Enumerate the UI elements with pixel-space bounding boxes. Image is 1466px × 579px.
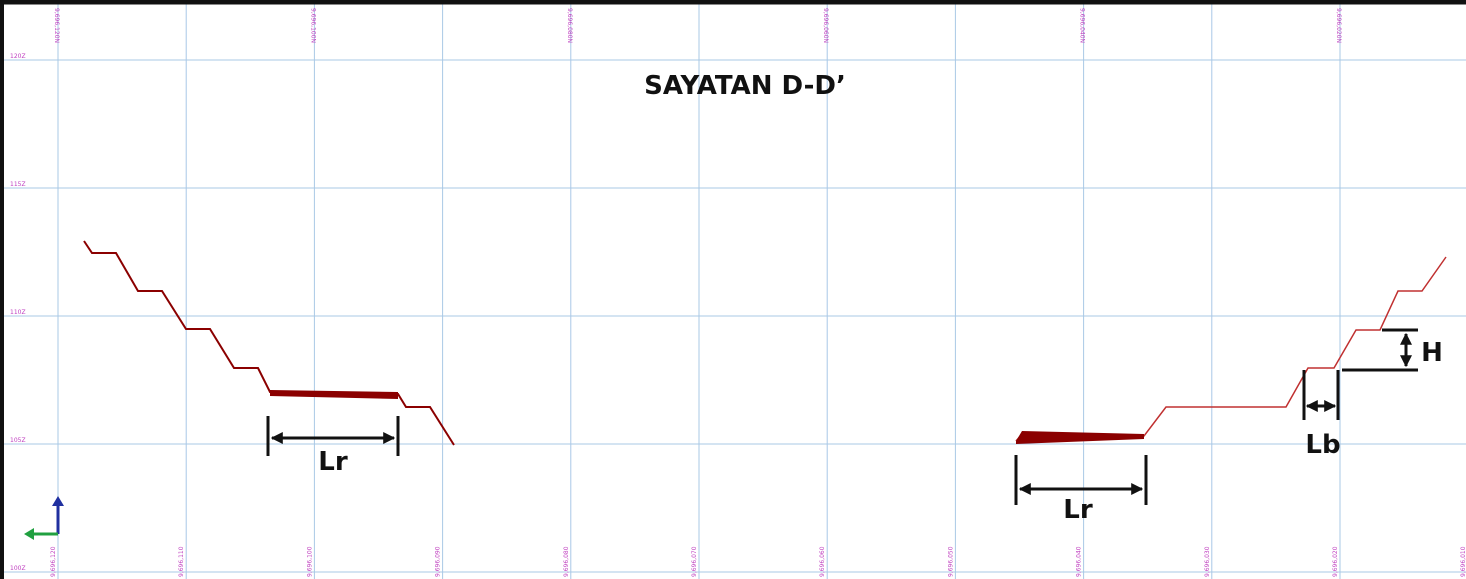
bottom-label: 9,696,060 [819, 546, 826, 577]
bottom-label: 9,696,110 [178, 546, 185, 577]
axis-gizmo [24, 496, 64, 540]
title: SAYATAN D-D’ [644, 71, 846, 101]
top-label: 9,696,100N [309, 8, 316, 43]
top-label: 9,696,080N [566, 8, 573, 43]
bottom-label: 9,696,100 [306, 546, 313, 577]
top-label: 9,696,060N [822, 8, 829, 43]
dimension-lr-left: Lr [266, 416, 400, 477]
left-label: 100Z [10, 565, 26, 572]
left-label: 115Z [10, 181, 26, 188]
grid [4, 4, 1466, 579]
axis-labels: 9,696,120N 9,696,100N 9,696,080N 9,696,060N… [10, 8, 1466, 577]
profile-left [83, 240, 455, 446]
left-label: 110Z [10, 309, 26, 316]
dim-label: Lr [318, 447, 348, 477]
bottom-label: 9,696,070 [691, 546, 698, 577]
dimension-h: H [1342, 328, 1443, 372]
bottom-label: 9,696,030 [1204, 546, 1211, 577]
bottom-label: 9,696,040 [1076, 546, 1083, 577]
dim-label: Lr [1063, 495, 1093, 525]
bottom-label: 9,696,020 [1332, 546, 1339, 577]
top-label: 9,696,020N [1335, 8, 1342, 43]
bottom-label: 9,696,010 [1460, 546, 1466, 577]
bottom-label: 9,696,080 [563, 546, 570, 577]
top-label: 9,696,040N [1079, 8, 1086, 43]
dim-label: H [1421, 338, 1443, 368]
bench-right [1016, 431, 1144, 444]
dimension-lr-right: Lr [1014, 455, 1148, 525]
dim-label: Lb [1305, 430, 1340, 460]
top-label: 9,696,120N [53, 8, 60, 43]
bench-left [270, 390, 398, 399]
bottom-label: 9,696,090 [435, 546, 442, 577]
bottom-label: 9,696,120 [50, 546, 57, 577]
dimension-lb: Lb [1302, 370, 1341, 460]
left-label: 120Z [10, 53, 26, 60]
left-label: 105Z [10, 437, 26, 444]
bottom-label: 9,696,050 [947, 546, 954, 577]
